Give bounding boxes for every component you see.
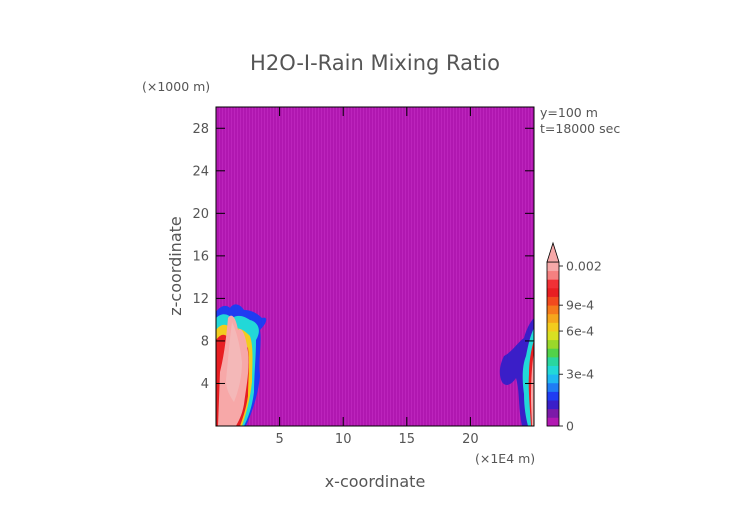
y-tick-label-2: 12 <box>192 292 209 307</box>
x-tick-label-1: 10 <box>335 432 352 447</box>
y-tick-label-3: 16 <box>192 249 209 264</box>
colorbar-label-3: 9e-4 <box>566 298 594 313</box>
colorbar-segment-18 <box>547 262 559 272</box>
colorbar-segment-8 <box>547 348 559 358</box>
colorbar-max-arrow <box>546 241 560 263</box>
colorbar-label-0: 0 <box>566 419 574 434</box>
colorbar-segment-5 <box>547 374 559 384</box>
colorbar-segment-13 <box>547 305 559 315</box>
colorbar-segment-16 <box>547 279 559 289</box>
heatmap-background-field <box>216 107 534 426</box>
x-axis-label: x-coordinate <box>325 472 426 491</box>
colorbar-label-4: 0.002 <box>566 259 602 274</box>
colorbar-segment-17 <box>547 270 559 280</box>
colorbar-segment-7 <box>547 356 559 366</box>
y-tick-label-4: 20 <box>192 207 209 222</box>
annotation-y: y=100 m <box>540 105 598 120</box>
left-plume-core-highlight <box>226 322 242 402</box>
colorbar-segment-14 <box>547 296 559 306</box>
x-tick-label-3: 20 <box>462 432 479 447</box>
annotation-t: t=18000 sec <box>540 121 620 136</box>
colorbar-segment-9 <box>547 339 559 349</box>
plot-frame <box>215 106 535 427</box>
x-tick-label-0: 5 <box>275 432 283 447</box>
colorbar-label-2: 6e-4 <box>566 324 594 339</box>
colorbar-segment-6 <box>547 365 559 375</box>
axes: 5 10 15 20 4 8 12 16 20 24 28 <box>192 107 534 447</box>
y-tick-label-5: 24 <box>192 164 209 179</box>
right-plume-core <box>531 352 534 426</box>
x-axis-unit: (×1E4 m) <box>475 451 535 466</box>
y-axis-unit: (×1000 m) <box>142 79 210 94</box>
colorbar-segment-3 <box>547 391 559 401</box>
chart-title: H2O-I-Rain Mixing Ratio <box>250 51 500 75</box>
y-axis-label: z-coordinate <box>166 216 185 316</box>
colorbar-segment-15 <box>547 287 559 297</box>
colorbar-segment-2 <box>547 400 559 410</box>
y-tick-label-0: 4 <box>201 377 209 392</box>
x-tick-label-2: 15 <box>399 432 416 447</box>
colorbar-segment-11 <box>547 322 559 332</box>
colorbar-segment-0 <box>547 417 559 427</box>
colorbar-segment-4 <box>547 382 559 392</box>
colorbar-segment-12 <box>547 313 559 323</box>
y-tick-label-6: 28 <box>192 122 209 137</box>
colorbar: 0 3e-4 6e-4 9e-4 0.002 <box>546 241 602 434</box>
colorbar-segment-10 <box>547 331 559 341</box>
colorbar-label-1: 3e-4 <box>566 367 594 382</box>
colorbar-segment-1 <box>547 408 559 418</box>
y-tick-label-1: 8 <box>201 334 209 349</box>
